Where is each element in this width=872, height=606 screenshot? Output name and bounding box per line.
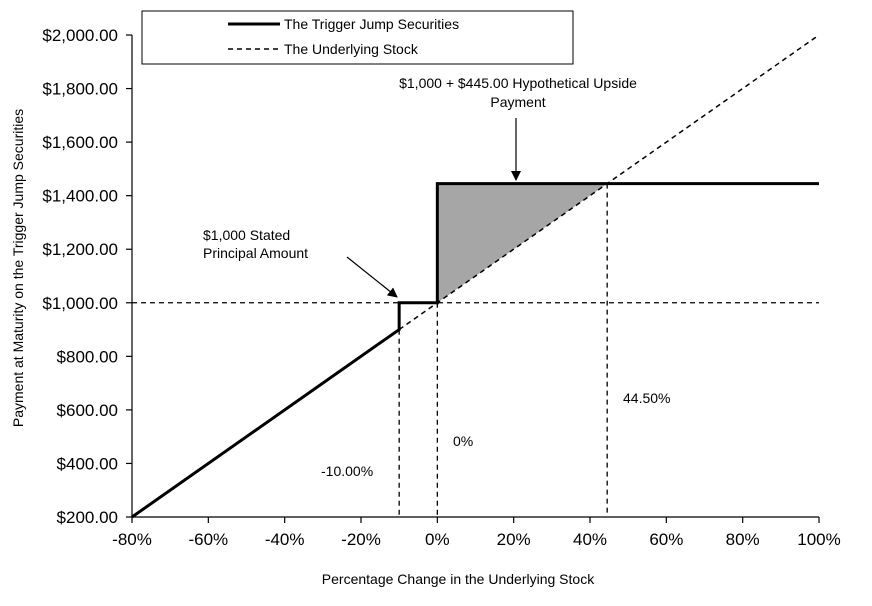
annotation-zero: 0% (453, 433, 473, 449)
y-tick-label: $1,400.00 (42, 187, 118, 206)
x-tick-label: 0% (425, 530, 450, 549)
annotation-fourty-four: 44.50% (623, 390, 670, 406)
legend-box (141, 10, 574, 65)
x-tick-label: 60% (649, 530, 683, 549)
y-tick-label: $1,600.00 (42, 133, 118, 152)
legend-label-securities: The Trigger Jump Securities (284, 16, 459, 32)
y-tick-label: $600.00 (57, 401, 118, 420)
x-tick-label: 80% (726, 530, 760, 549)
annotations: $1,000 + $445.00 Hypothetical Upside Pay… (203, 75, 670, 479)
x-axis-title: Percentage Change in the Underlying Stoc… (322, 571, 595, 587)
x-tick-label: 40% (573, 530, 607, 549)
y-axis-title: Payment at Maturity on the Trigger Jump … (10, 109, 26, 427)
x-tick-label: -40% (265, 530, 305, 549)
series-line-0 (131, 182, 819, 519)
annotation-principal-line1: $1,000 Stated (203, 227, 290, 243)
annotation-principal-line2: Principal Amount (203, 245, 308, 261)
y-tick-label: $1,200.00 (42, 240, 118, 259)
x-tick-label: -20% (341, 530, 381, 549)
x-tick-label: -60% (188, 530, 228, 549)
legend-label-stock: The Underlying Stock (284, 41, 419, 57)
shaded-upside-region (437, 183, 608, 303)
x-tick-label: 100% (797, 530, 840, 549)
y-tick-label: $1,000.00 (42, 294, 118, 313)
legend: The Trigger Jump Securities The Underlyi… (141, 10, 574, 65)
annotation-upside-line1: $1,000 + $445.00 Hypothetical Upside (399, 75, 637, 91)
annotation-minus-ten: -10.00% (321, 463, 373, 479)
annotation-upside-line2: Payment (490, 94, 545, 110)
y-tick-label: $200.00 (57, 508, 118, 527)
series-line-1 (398, 34, 820, 331)
y-tick-label: $1,800.00 (42, 80, 118, 99)
annotation-principal-arrow (346, 256, 398, 298)
y-tick-label: $800.00 (57, 347, 118, 366)
y-tick-label: $400.00 (57, 454, 118, 473)
x-tick-label: -80% (112, 530, 152, 549)
y-tick-label: $2,000.00 (42, 26, 118, 45)
x-tick-label: 20% (497, 530, 531, 549)
